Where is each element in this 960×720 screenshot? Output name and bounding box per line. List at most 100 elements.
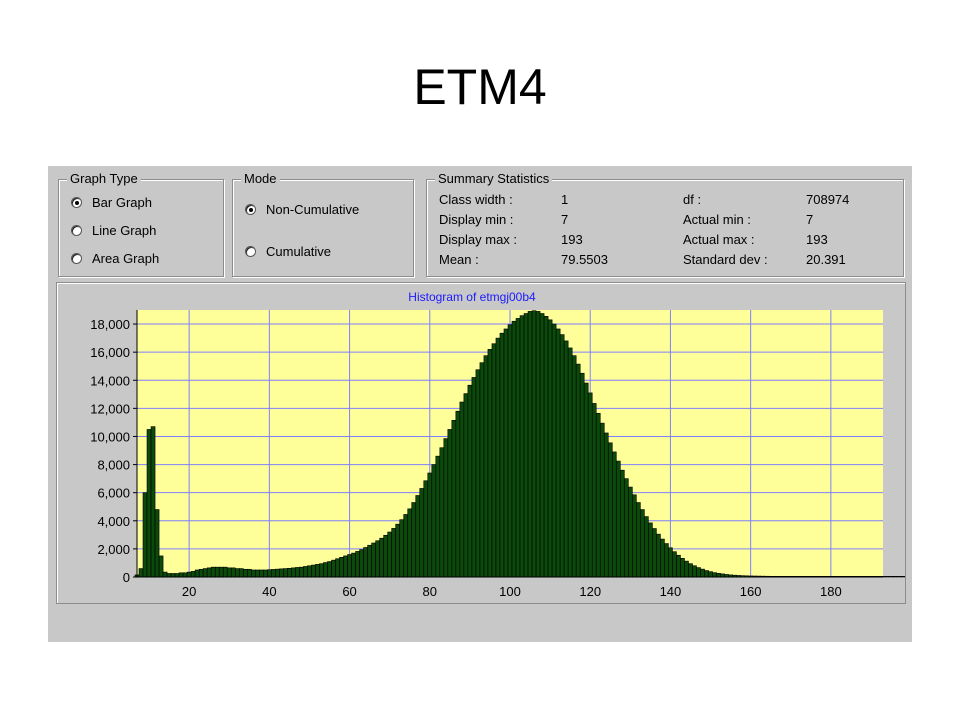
y-tick-label: 12,000 (90, 401, 130, 416)
histogram-bar (355, 551, 360, 578)
histogram-bar (900, 575, 905, 578)
radio-unchecked-icon[interactable] (245, 245, 256, 257)
histogram-bar (539, 313, 545, 578)
histogram-bar (483, 355, 489, 578)
histogram-bar (271, 569, 276, 578)
histogram-bar (896, 575, 902, 578)
histogram-bar (154, 509, 160, 578)
histogram-bar (467, 384, 473, 578)
x-tick-label: 120 (579, 584, 601, 599)
actual-min-value: 7 (806, 212, 814, 227)
histogram-bar (535, 311, 541, 578)
non-cumulative-radio[interactable]: Non-Cumulative (245, 200, 359, 218)
histogram-bar (323, 562, 328, 578)
axes (136, 310, 883, 578)
histogram-bar (391, 528, 396, 578)
histogram-bar (162, 571, 168, 578)
radio-unchecked-icon[interactable] (71, 224, 82, 236)
radio-unchecked-icon[interactable] (71, 252, 82, 264)
histogram-bar (716, 573, 721, 578)
histogram-bar (230, 567, 236, 578)
histogram-bar (595, 412, 601, 578)
actual-max-label: Actual max : (683, 232, 755, 247)
histogram-bar (158, 555, 164, 578)
histogram-bar (684, 560, 689, 578)
histogram-bar (403, 514, 409, 578)
histogram-bar (664, 543, 669, 578)
histogram-bar (696, 567, 701, 578)
histogram-bar (680, 558, 685, 578)
histogram-bar (583, 382, 589, 578)
histogram-bar (451, 420, 457, 578)
histogram-bar (299, 566, 304, 578)
histogram-bar (884, 575, 890, 578)
line-graph-radio[interactable]: Line Graph (71, 221, 156, 239)
histogram-bar (174, 573, 180, 578)
y-tick-label: 16,000 (90, 345, 130, 360)
histogram-bar (676, 554, 681, 578)
histogram-bar (491, 343, 497, 578)
histogram-bar (571, 355, 577, 578)
histogram-bar (407, 508, 413, 578)
histogram-bar (688, 563, 693, 578)
histogram-plot-frame: Histogram of etmgj00b4 0 2,000 4,000 6,000 8… (56, 282, 906, 604)
histogram-bar (503, 328, 509, 578)
histogram-bar (587, 392, 593, 578)
histogram-bar (238, 568, 244, 578)
histogram-bar (692, 565, 697, 578)
histogram-bar (527, 311, 533, 578)
radio-checked-icon[interactable] (245, 203, 256, 215)
x-tick-label: 80 (423, 584, 437, 599)
x-axis-tick-labels: 20 40 60 80 100 120 140 160 180 (182, 584, 842, 599)
histogram-bar (591, 403, 597, 578)
histogram-bar (523, 313, 529, 578)
histogram-bar (499, 332, 505, 578)
histogram-bar (186, 571, 192, 578)
mode-legend: Mode (241, 171, 280, 187)
radio-checked-icon[interactable] (71, 196, 82, 208)
histogram-bar (636, 502, 641, 578)
x-tick-label: 20 (182, 584, 196, 599)
histogram-bar (551, 323, 557, 578)
histogram-bar (363, 547, 368, 578)
histogram-bar (427, 472, 433, 578)
histogram-bar (443, 438, 449, 578)
histogram-bar (395, 523, 401, 578)
histogram-bar (475, 369, 481, 578)
histogram-bar (279, 568, 284, 578)
histogram-bar (507, 324, 513, 578)
histogram-bar (283, 568, 288, 578)
histogram-bar (210, 566, 216, 578)
bar-graph-label: Bar Graph (92, 194, 152, 210)
histogram-bar (335, 558, 340, 578)
y-tick-label: 8,000 (97, 458, 130, 473)
histogram-bar (439, 447, 445, 578)
histogram-bar (888, 575, 894, 578)
display-min-label: Display min : (439, 212, 514, 227)
line-graph-label: Line Graph (92, 222, 157, 238)
histogram-bar (615, 460, 621, 578)
histogram-bar (547, 319, 553, 578)
histogram-bar (142, 492, 148, 578)
summary-statistics-legend: Summary Statistics (435, 171, 553, 187)
cumulative-radio[interactable]: Cumulative (245, 242, 331, 260)
histogram-bar (287, 567, 292, 578)
histogram-bar (668, 547, 673, 578)
histogram-bar (455, 410, 461, 578)
bar-graph-radio[interactable]: Bar Graph (71, 193, 152, 211)
histogram-bar (379, 537, 384, 578)
histogram-bar (251, 569, 256, 578)
y-tick-label: 14,000 (90, 373, 130, 388)
area-graph-radio[interactable]: Area Graph (71, 249, 159, 267)
histogram-bar (234, 568, 240, 578)
display-min-value: 7 (561, 212, 569, 227)
actual-min-label: Actual min : (683, 212, 751, 227)
histogram-bar (166, 573, 172, 578)
histogram-bar (303, 566, 308, 578)
histogram-bar (307, 565, 312, 578)
histogram-bar (359, 549, 364, 578)
y-tick-label: 18,000 (90, 317, 130, 332)
histogram-bar (255, 569, 260, 578)
standard-dev-label: Standard dev : (683, 252, 768, 267)
graph-type-group: Graph Type Bar Graph Line Graph Area Gra… (58, 171, 224, 277)
